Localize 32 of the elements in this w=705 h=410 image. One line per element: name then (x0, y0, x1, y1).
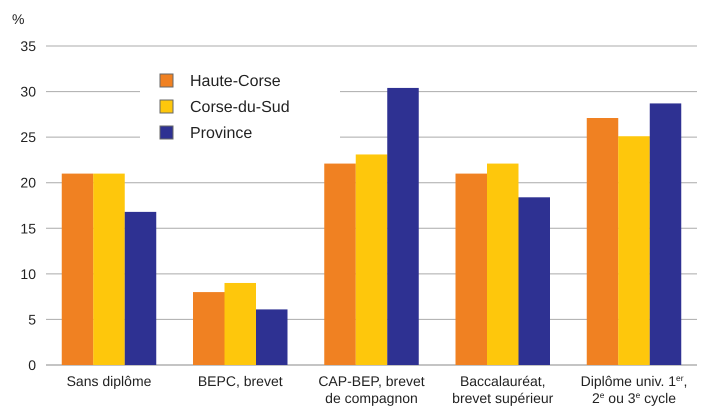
y-tick-label: 0 (28, 357, 36, 373)
y-tick-label: 5 (28, 311, 36, 328)
bar (456, 174, 487, 365)
bar (618, 136, 650, 365)
bar (124, 212, 156, 365)
x-tick-label: CAP-BEP, brevet de compagnon (318, 373, 425, 406)
x-tick-label: Baccalauréat, brevet supérieur (452, 373, 554, 406)
bar (356, 154, 388, 365)
bar (256, 309, 288, 365)
bar (224, 282, 256, 365)
y-tick-label: 25 (20, 129, 36, 146)
y-tick-label: 10 (20, 266, 36, 282)
x-tick-label: Sans diplôme (66, 373, 152, 389)
y-tick-label: 35 (20, 38, 36, 54)
bar (586, 118, 618, 365)
legend-label: Province (190, 125, 252, 142)
bar (650, 103, 682, 365)
bar (93, 174, 125, 365)
x-tick-label: BEPC, brevet (198, 373, 283, 389)
bar (387, 88, 419, 365)
bar (193, 292, 224, 365)
category-label: Diplôme univ. 1$^{er}$, 2$^{e}$ ou 3$^{e}$ cycle (580, 373, 688, 406)
y-tick-label: 15 (20, 220, 36, 236)
y-tick-label: 30 (20, 84, 36, 100)
legend-label: Haute-Corse (190, 73, 281, 90)
bar (324, 164, 356, 365)
y-tick-label: 20 (20, 174, 36, 191)
bar (487, 164, 518, 365)
bar (62, 174, 94, 365)
bar (518, 197, 550, 365)
legend-label: Corse-du-Sud (190, 99, 290, 116)
y-axis-title: % (12, 11, 24, 27)
